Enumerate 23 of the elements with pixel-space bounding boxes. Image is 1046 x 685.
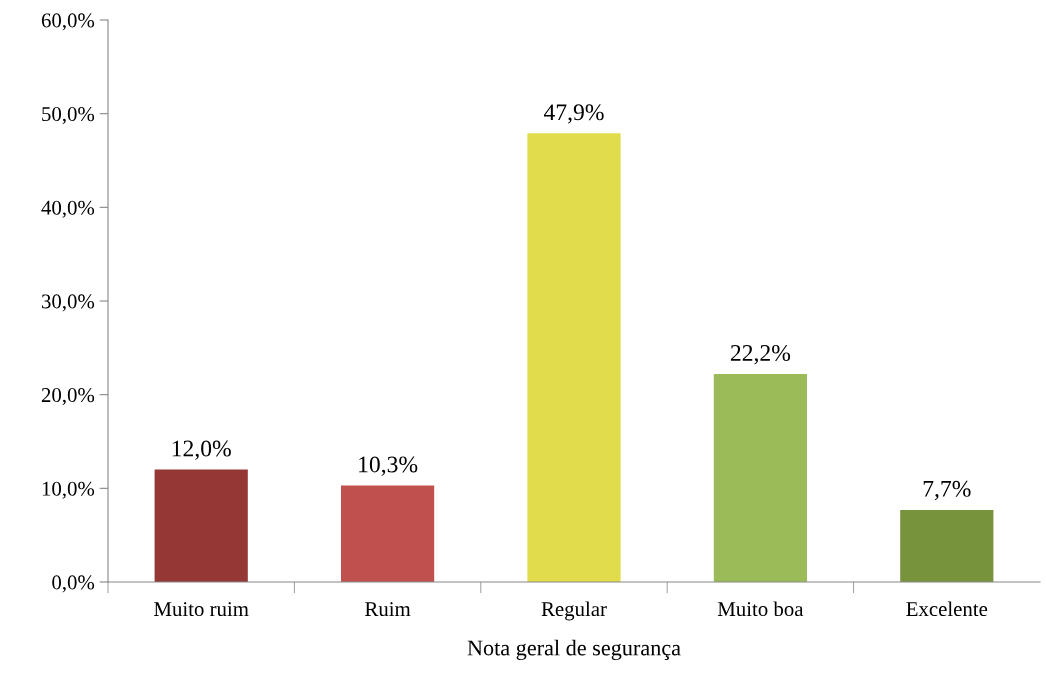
- y-tick-label: 50,0%: [42, 107, 95, 125]
- y-tick-label: 60,0%: [41, 13, 95, 31]
- x-tick-label: Muito boa: [717, 601, 804, 617]
- x-tick-label: Muito ruim: [154, 602, 249, 617]
- y-tick-label: 10,0%: [42, 481, 95, 499]
- x-tick-label: Excelente: [906, 601, 988, 617]
- data-label: 47,9%: [543, 104, 604, 124]
- data-label: 10,3%: [359, 456, 418, 476]
- x-tick-label: Regular: [541, 601, 607, 621]
- bar: [527, 133, 621, 582]
- bar: [713, 374, 807, 582]
- y-tick-label: 30,0%: [41, 294, 95, 312]
- data-label: 12,0%: [172, 440, 231, 460]
- bar: [900, 509, 994, 582]
- bar: [341, 485, 435, 582]
- y-tick-label: 20,0%: [41, 388, 95, 406]
- x-tick-label: Ruim: [365, 602, 411, 617]
- data-label: 22,2%: [730, 345, 791, 365]
- y-tick-label: 40,0%: [41, 200, 95, 218]
- x-axis-title: Nota geral de segurança: [467, 639, 681, 661]
- bar: [154, 469, 248, 582]
- y-tick-label: 0,0%: [52, 575, 95, 593]
- data-label: 7,7%: [923, 480, 971, 501]
